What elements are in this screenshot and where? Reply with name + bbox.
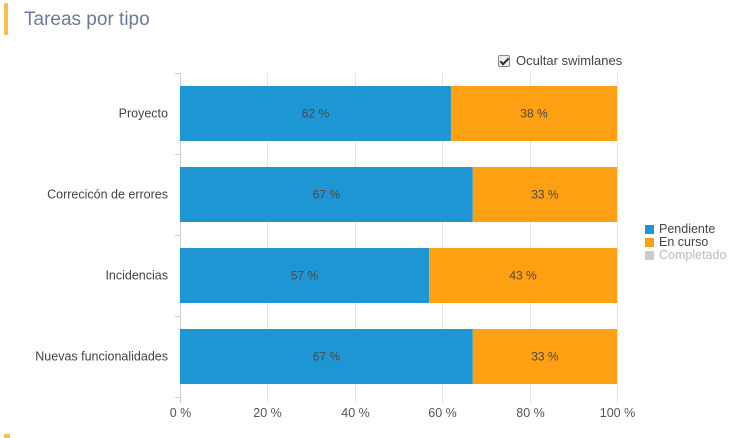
chart-legend: Pendiente En curso Completado — [645, 223, 726, 262]
bar-value-label: 33 % — [531, 350, 559, 364]
x-tick-label: 0 % — [170, 406, 192, 420]
category-label: Proyecto — [119, 107, 168, 121]
checkbox-checked-icon[interactable] — [498, 54, 510, 67]
legend-swatch-completado — [645, 251, 654, 260]
legend-swatch-en-curso — [645, 238, 654, 247]
legend-item-pendiente[interactable]: Pendiente — [645, 223, 726, 236]
legend-label: Completado — [659, 248, 727, 262]
hide-swimlanes-label: Ocultar swimlanes — [516, 53, 623, 68]
bar-segment — [429, 248, 617, 303]
bar-segment — [180, 329, 473, 384]
bar-segment — [450, 86, 617, 141]
bar-value-label: 62 % — [302, 107, 330, 121]
x-tick-label: 100 % — [600, 406, 635, 420]
x-tick-label: 40 % — [341, 406, 370, 420]
category-label: Nuevas funcionalidades — [35, 350, 168, 364]
next-section-accent — [4, 434, 10, 438]
bar-value-label: 67 % — [313, 188, 341, 202]
x-tick-label: 80 % — [516, 406, 545, 420]
bar-segment — [472, 167, 617, 222]
bar-segment — [180, 248, 430, 303]
category-label: Correcicón de errores — [47, 188, 168, 202]
bar-segment — [472, 329, 617, 384]
bar-value-label: 57 % — [291, 269, 319, 283]
bar-segment — [180, 86, 451, 141]
category-label: Incidencias — [105, 269, 168, 283]
bar-segment — [180, 167, 473, 222]
legend-swatch-pendiente — [645, 225, 654, 234]
bar-value-label: 38 % — [520, 107, 548, 121]
legend-item-en-curso[interactable]: En curso — [645, 236, 726, 249]
legend-label: Pendiente — [659, 222, 716, 236]
x-tick-label: 60 % — [428, 406, 457, 420]
bar-value-label: 33 % — [531, 188, 559, 202]
legend-item-completado[interactable]: Completado — [645, 249, 726, 262]
hide-swimlanes-toggle[interactable]: Ocultar swimlanes — [498, 53, 622, 68]
title-accent-bar — [4, 3, 8, 35]
chart-title: Tareas por tipo — [24, 9, 150, 30]
bar-value-label: 67 % — [313, 350, 341, 364]
x-tick-label: 20 % — [253, 406, 282, 420]
bar-value-label: 43 % — [509, 269, 537, 283]
legend-label: En curso — [659, 235, 709, 249]
